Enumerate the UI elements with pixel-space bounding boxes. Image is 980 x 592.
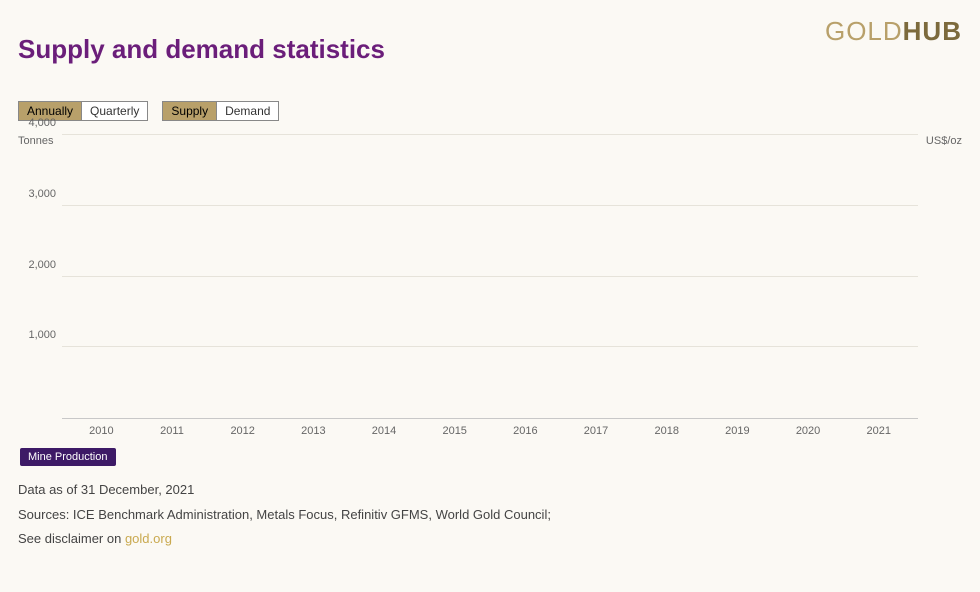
gridline — [62, 276, 918, 277]
y-tick: 1,000 — [18, 329, 56, 341]
legend-chip: Mine Production — [20, 448, 116, 466]
disclaimer: See disclaimer on gold.org — [18, 527, 962, 552]
x-tick: 2012 — [207, 425, 278, 437]
logo-part1: GOLD — [825, 16, 903, 46]
chart: Tonnes US$/oz 1,0002,0003,0004,000 20102… — [18, 135, 962, 437]
x-tick: 2017 — [561, 425, 632, 437]
y-left-label: Tonnes — [18, 135, 53, 147]
logo: GOLDHUB — [825, 16, 962, 47]
x-tick: 2015 — [419, 425, 490, 437]
bars-container — [62, 135, 918, 418]
legend: Mine Production — [20, 447, 962, 466]
gridline — [62, 346, 918, 347]
x-tick: 2021 — [843, 425, 914, 437]
x-tick: 2013 — [278, 425, 349, 437]
x-tick: 2020 — [773, 425, 844, 437]
x-tick: 2018 — [631, 425, 702, 437]
plot-area: 1,0002,0003,0004,000 — [62, 135, 918, 419]
series-demand-button[interactable]: Demand — [216, 101, 279, 121]
x-tick: 2010 — [66, 425, 137, 437]
x-tick: 2011 — [137, 425, 208, 437]
footer: Data as of 31 December, 2021 Sources: IC… — [18, 478, 962, 552]
x-tick: 2016 — [490, 425, 561, 437]
x-tick: 2019 — [702, 425, 773, 437]
y-tick: 2,000 — [18, 259, 56, 271]
logo-part2: HUB — [903, 16, 962, 46]
controls-row: Annually Quarterly Supply Demand — [18, 101, 962, 121]
x-axis: 2010201120122013201420152016201720182019… — [62, 419, 918, 437]
x-tick: 2014 — [349, 425, 420, 437]
y-right-label: US$/oz — [926, 135, 962, 147]
period-quarterly-button[interactable]: Quarterly — [81, 101, 148, 121]
gridline — [62, 134, 918, 135]
y-tick: 4,000 — [18, 117, 56, 129]
y-tick: 3,000 — [18, 188, 56, 200]
series-toggle: Supply Demand — [162, 101, 279, 121]
data-as-of: Data as of 31 December, 2021 — [18, 478, 962, 503]
disclaimer-link[interactable]: gold.org — [125, 531, 172, 546]
page-title: Supply and demand statistics — [18, 34, 385, 65]
series-supply-button[interactable]: Supply — [162, 101, 216, 121]
gridline — [62, 205, 918, 206]
sources: Sources: ICE Benchmark Administration, M… — [18, 503, 962, 528]
disclaimer-prefix: See disclaimer on — [18, 531, 125, 546]
